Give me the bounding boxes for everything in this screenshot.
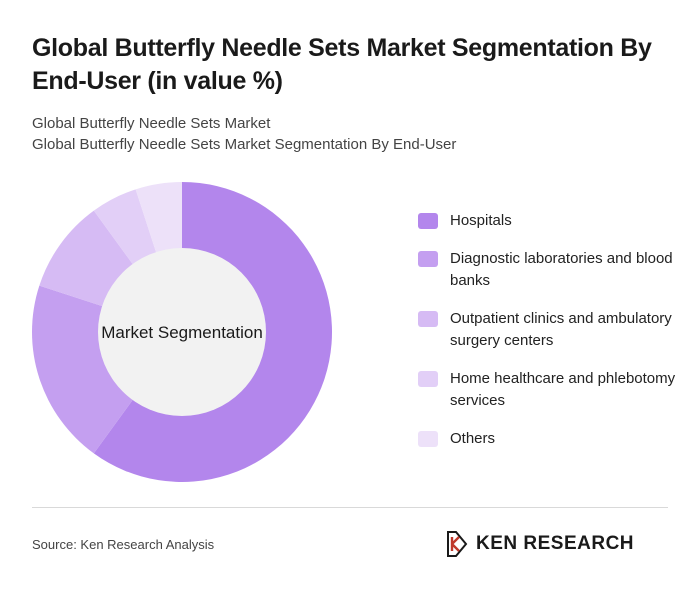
footer-divider	[32, 507, 668, 508]
subtitle-line-2: Global Butterfly Needle Sets Market Segm…	[32, 136, 457, 153]
chart-subtitle: Global Butterfly Needle Sets Market Glob…	[32, 113, 456, 155]
legend-label: Outpatient clinics and ambulatory surger…	[450, 310, 672, 349]
legend-swatch	[418, 311, 438, 327]
donut-chart: Market Segmentation	[31, 182, 333, 482]
legend-item: Outpatient clinics and ambulatory surger…	[418, 308, 678, 352]
legend-label: Others	[450, 430, 496, 447]
legend-label: Hospitals	[450, 212, 512, 229]
legend-swatch	[418, 371, 438, 387]
legend-swatch	[418, 251, 438, 267]
legend-swatch	[418, 431, 438, 447]
legend-label: Home healthcare and phlebotomy services	[450, 370, 676, 409]
chart-title: Global Butterfly Needle Sets Market Segm…	[32, 34, 652, 95]
chart-legend: Hospitals Diagnostic laboratories and blo…	[418, 210, 678, 466]
source-note: Source: Ken Research Analysis	[32, 537, 215, 552]
donut-center	[98, 248, 266, 416]
legend-item: Home healthcare and phlebotomy services	[418, 368, 678, 412]
legend-item: Diagnostic laboratories and blood banks	[418, 248, 678, 292]
legend-label: Diagnostic laboratories and blood banks	[450, 250, 673, 289]
legend-item: Hospitals	[418, 210, 678, 232]
legend-item: Others	[418, 428, 678, 450]
logo-text: KEN RESEARCH	[476, 533, 635, 554]
donut-center-label: Market Segmentation	[101, 323, 263, 342]
ken-research-logo: KEN RESEARCH	[446, 530, 634, 558]
ken-logo-icon	[447, 531, 468, 557]
legend-swatch	[418, 213, 438, 229]
subtitle-line-1: Global Butterfly Needle Sets Market	[32, 115, 271, 132]
